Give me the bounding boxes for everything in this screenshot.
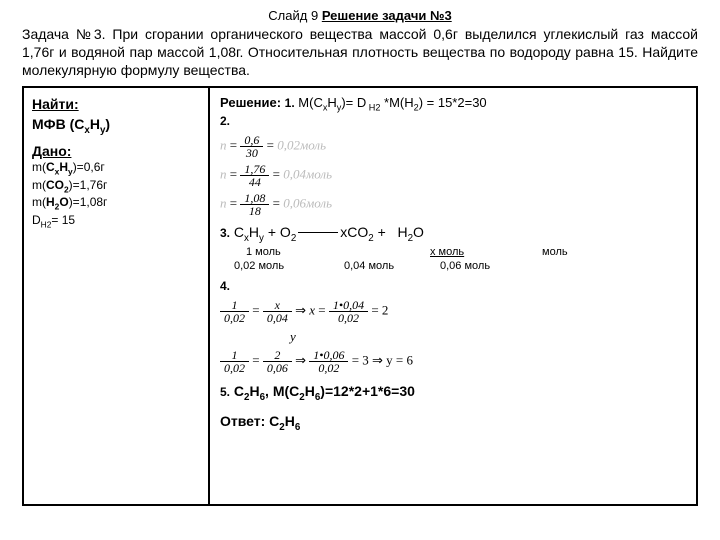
f1r: 0,02моль bbox=[277, 137, 326, 152]
f3n: 1,08 bbox=[240, 192, 269, 204]
final-answer: Ответ: С2H6 bbox=[220, 412, 686, 434]
step-2-label: 2. bbox=[220, 113, 686, 129]
slide-title: Решение задачи №3 bbox=[322, 8, 452, 23]
slide-number: Слайд 9 bbox=[268, 8, 318, 23]
f3r: 0,06моль bbox=[283, 195, 332, 210]
given-column: Найти: МФВ (СxHy) Дано: m(СxHy)=0,6г m(C… bbox=[24, 88, 210, 504]
eq-n2: n = 1,7644 = 0,04моль bbox=[220, 163, 686, 188]
n1: n bbox=[220, 137, 227, 152]
f1n: 0,6 bbox=[240, 134, 263, 146]
step-4-label: 4. bbox=[220, 278, 686, 294]
f2n: 1,76 bbox=[240, 163, 269, 175]
solution-box: Найти: МФВ (СxHy) Дано: m(СxHy)=0,6г m(C… bbox=[22, 86, 698, 506]
s3l: 3. bbox=[220, 226, 230, 240]
mfb-p1: МФВ (С bbox=[32, 116, 84, 132]
step-5: 5. С2H6, M(C2H6)=12*2+1*6=30 bbox=[220, 382, 686, 404]
slide-header: Слайд 9 Решение задачи №3 bbox=[22, 8, 698, 23]
s1-c: y bbox=[337, 102, 342, 112]
e4bmn: 2 bbox=[263, 349, 292, 361]
given-1: m(СxHy)=0,6г bbox=[32, 160, 200, 176]
problem-text: Задача №3. При сгорании органического ве… bbox=[22, 25, 698, 80]
rr2c: моль bbox=[542, 245, 568, 260]
given-4: DH2= 15 bbox=[32, 213, 200, 229]
rr2b: x моль bbox=[430, 245, 492, 260]
f2r: 0,04моль bbox=[283, 166, 332, 181]
rr3c: 0,06 моль bbox=[440, 259, 490, 274]
given-3: m(H2O)=1,08г bbox=[32, 195, 200, 211]
eq-4a: 10,02 = x0,04 ⇒ x = 1•0,040,02 = 2 bbox=[220, 299, 686, 324]
e4arn: 1•0,04 bbox=[329, 299, 368, 311]
solution-label: Решение: bbox=[220, 95, 281, 110]
s1-b: H bbox=[327, 95, 336, 110]
e4ard: 0,02 bbox=[329, 311, 368, 324]
n3: n bbox=[220, 195, 227, 210]
e4brn: 1•0,06 bbox=[309, 349, 348, 361]
e4aln: 1 bbox=[220, 299, 249, 311]
ans-l: Ответ: bbox=[220, 413, 265, 429]
e4br: = 3 ⇒ y = 6 bbox=[352, 353, 413, 368]
e4amn: x bbox=[263, 299, 292, 311]
e4ar: = 2 bbox=[371, 302, 388, 317]
reaction-row2: 1 моль x моль моль bbox=[220, 245, 686, 260]
rr3a: 0,02 моль bbox=[234, 259, 344, 274]
mfb-p2: H bbox=[90, 116, 100, 132]
arrow-icon bbox=[298, 232, 338, 233]
mfb-p3: ) bbox=[105, 116, 110, 132]
find-label: Найти: bbox=[32, 96, 200, 112]
eq-4y: y bbox=[220, 328, 686, 346]
e4amd: 0,04 bbox=[263, 311, 292, 324]
e4brd: 0,02 bbox=[309, 361, 348, 374]
f3d: 18 bbox=[240, 204, 269, 217]
given-label: Дано: bbox=[32, 143, 71, 159]
eq-4b: 10,02 = 20,06 ⇒ 1•0,060,02 = 3 ⇒ y = 6 bbox=[220, 349, 686, 374]
rr2a: 1 моль bbox=[246, 245, 324, 260]
e4bmd: 0,06 bbox=[263, 361, 292, 374]
f2d: 44 bbox=[240, 175, 269, 188]
mfb-formula: МФВ (СxHy) bbox=[32, 116, 200, 136]
step-1: Решение: 1. M(CxHy)= D H2 *M(H2) = 15*2=… bbox=[220, 94, 686, 114]
solution-column: Решение: 1. M(CxHy)= D H2 *M(H2) = 15*2=… bbox=[210, 88, 696, 504]
s5l: 5. bbox=[220, 385, 230, 399]
given-2: m(CO2)=1,76г bbox=[32, 178, 200, 194]
rr3b: 0,04 моль bbox=[344, 259, 440, 274]
e4bld: 0,02 bbox=[220, 361, 249, 374]
reaction-row3: 0,02 моль 0,04 моль 0,06 моль bbox=[220, 259, 686, 274]
e4ald: 0,02 bbox=[220, 311, 249, 324]
e4bln: 1 bbox=[220, 349, 249, 361]
step-3: 3. CxHy + O2xCO2 + H2O bbox=[220, 223, 686, 245]
eq-n3: n = 1,0818 = 0,06моль bbox=[220, 192, 686, 217]
f1d: 30 bbox=[240, 146, 263, 159]
eq-n1: n = 0,630 = 0,02моль bbox=[220, 134, 686, 159]
n2: n bbox=[220, 166, 227, 181]
